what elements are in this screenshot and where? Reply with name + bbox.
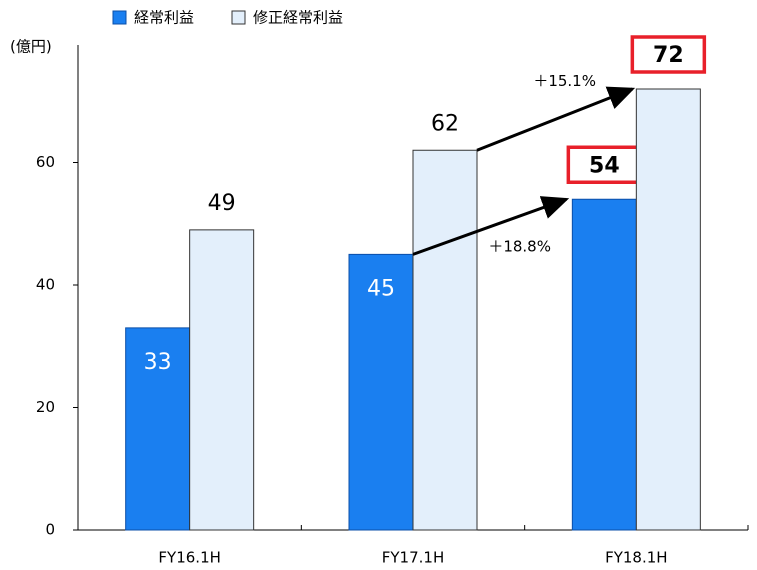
legend-swatch — [231, 10, 246, 25]
growth-arrow — [412, 196, 570, 256]
bar — [571, 198, 637, 531]
legend-swatch — [112, 10, 127, 25]
value-label: 45 — [367, 276, 395, 301]
annotation: ＋18.8% — [488, 237, 551, 255]
y-tick-label: 0 — [45, 521, 55, 539]
y-tick-label: 40 — [36, 276, 55, 294]
value-label: 54 — [589, 153, 620, 178]
bar — [412, 149, 478, 531]
bar — [189, 229, 255, 531]
bar — [635, 88, 701, 531]
legend-label: 修正経常利益 — [253, 9, 343, 27]
value-label: 62 — [431, 111, 459, 136]
x-tick-label: FY18.1H — [605, 549, 667, 567]
x-tick-label: FY16.1H — [158, 549, 220, 567]
value-label: 33 — [144, 350, 172, 375]
bar — [348, 253, 414, 531]
legend-label: 経常利益 — [134, 9, 194, 27]
value-label: 49 — [208, 191, 236, 216]
y-tick-label: 20 — [36, 398, 55, 416]
annotation: ＋15.1% — [533, 72, 596, 90]
y-tick-label: 60 — [36, 153, 55, 171]
growth-arrow — [476, 86, 636, 152]
x-tick-label: FY17.1H — [382, 549, 444, 567]
value-label: 72 — [653, 43, 684, 68]
highlight-box — [630, 35, 707, 74]
y-unit: (億円) — [10, 38, 52, 56]
